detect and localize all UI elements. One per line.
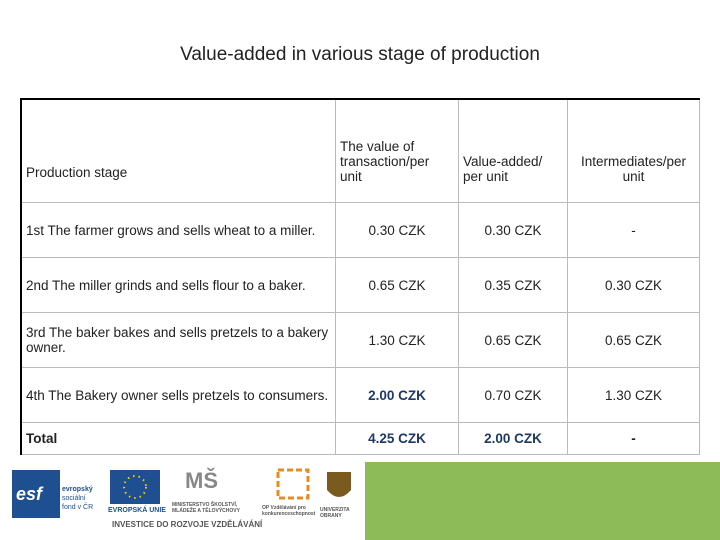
header-cell: The value of transaction/per unit — [335, 99, 459, 203]
cell: 1.30 CZK — [335, 312, 459, 368]
cell: 4.25 CZK — [335, 422, 459, 455]
cell: - — [567, 202, 700, 258]
header-cell: Production stage — [21, 99, 336, 203]
row: 4th The Bakery owner sells pretzels to c… — [21, 367, 700, 423]
esf-text: fond v ČR — [62, 504, 94, 511]
cell: 4th The Bakery owner sells pretzels to c… — [21, 367, 336, 423]
cell: 2nd The miller grinds and sells flour to… — [21, 257, 336, 313]
cell: Total — [21, 422, 336, 455]
cell: 0.35 CZK — [458, 257, 568, 313]
green-panel — [365, 462, 720, 540]
msmt-mark: MŠ — [185, 468, 218, 493]
cell: 0.30 CZK — [335, 202, 459, 258]
header-cell: Intermediates/per unit — [567, 99, 700, 203]
cell: 1.30 CZK — [567, 367, 700, 423]
cell: 1st The farmer grows and sells wheat to … — [21, 202, 336, 258]
univ-crest — [327, 472, 351, 497]
header-cell: Value-added/ per unit — [458, 99, 568, 203]
cell: 0.30 CZK — [458, 202, 568, 258]
eu-stars — [123, 475, 147, 499]
header-row: Production stage The value of transactio… — [21, 99, 700, 203]
slide-title: Value-added in various stage of producti… — [180, 44, 540, 65]
cell: 0.70 CZK — [458, 367, 568, 423]
esf-text: evropský — [62, 486, 93, 493]
row: 2nd The miller grinds and sells flour to… — [21, 257, 700, 313]
op-text: OP Vzdělávání pro konkurenceschopnost — [262, 505, 316, 517]
cell: 2.00 CZK — [335, 367, 459, 423]
row: 1st The farmer grows and sells wheat to … — [21, 202, 700, 258]
cell: 0.65 CZK — [335, 257, 459, 313]
cell: 3rd The baker bakes and sells pretzels t… — [21, 312, 336, 368]
cell: 0.65 CZK — [567, 312, 700, 368]
cell: 0.30 CZK — [567, 257, 700, 313]
total-row: Total 4.25 CZK 2.00 CZK - — [21, 422, 700, 455]
cell: - — [567, 422, 700, 455]
cell: 0.65 CZK — [458, 312, 568, 368]
msmt-text: MINISTERSTVO ŠKOLSTVÍ, MLÁDEŽE A TĚLOVÝC… — [172, 502, 240, 514]
esf-mark — [12, 470, 60, 518]
cell: 2.00 CZK — [458, 422, 568, 455]
table: Production stage The value of transactio… — [20, 98, 700, 455]
esf-logo: esf — [16, 484, 43, 504]
esf-text: sociální — [62, 495, 86, 502]
eu-text: EVROPSKÁ UNIE — [108, 507, 166, 514]
op-mark — [276, 468, 310, 500]
slogan: INVESTICE DO ROZVOJE VZDĚLÁVÁNÍ — [112, 520, 263, 529]
univ-text: UNIVERZITA OBRANY — [320, 507, 350, 519]
row: 3rd The baker bakes and sells pretzels t… — [21, 312, 700, 368]
